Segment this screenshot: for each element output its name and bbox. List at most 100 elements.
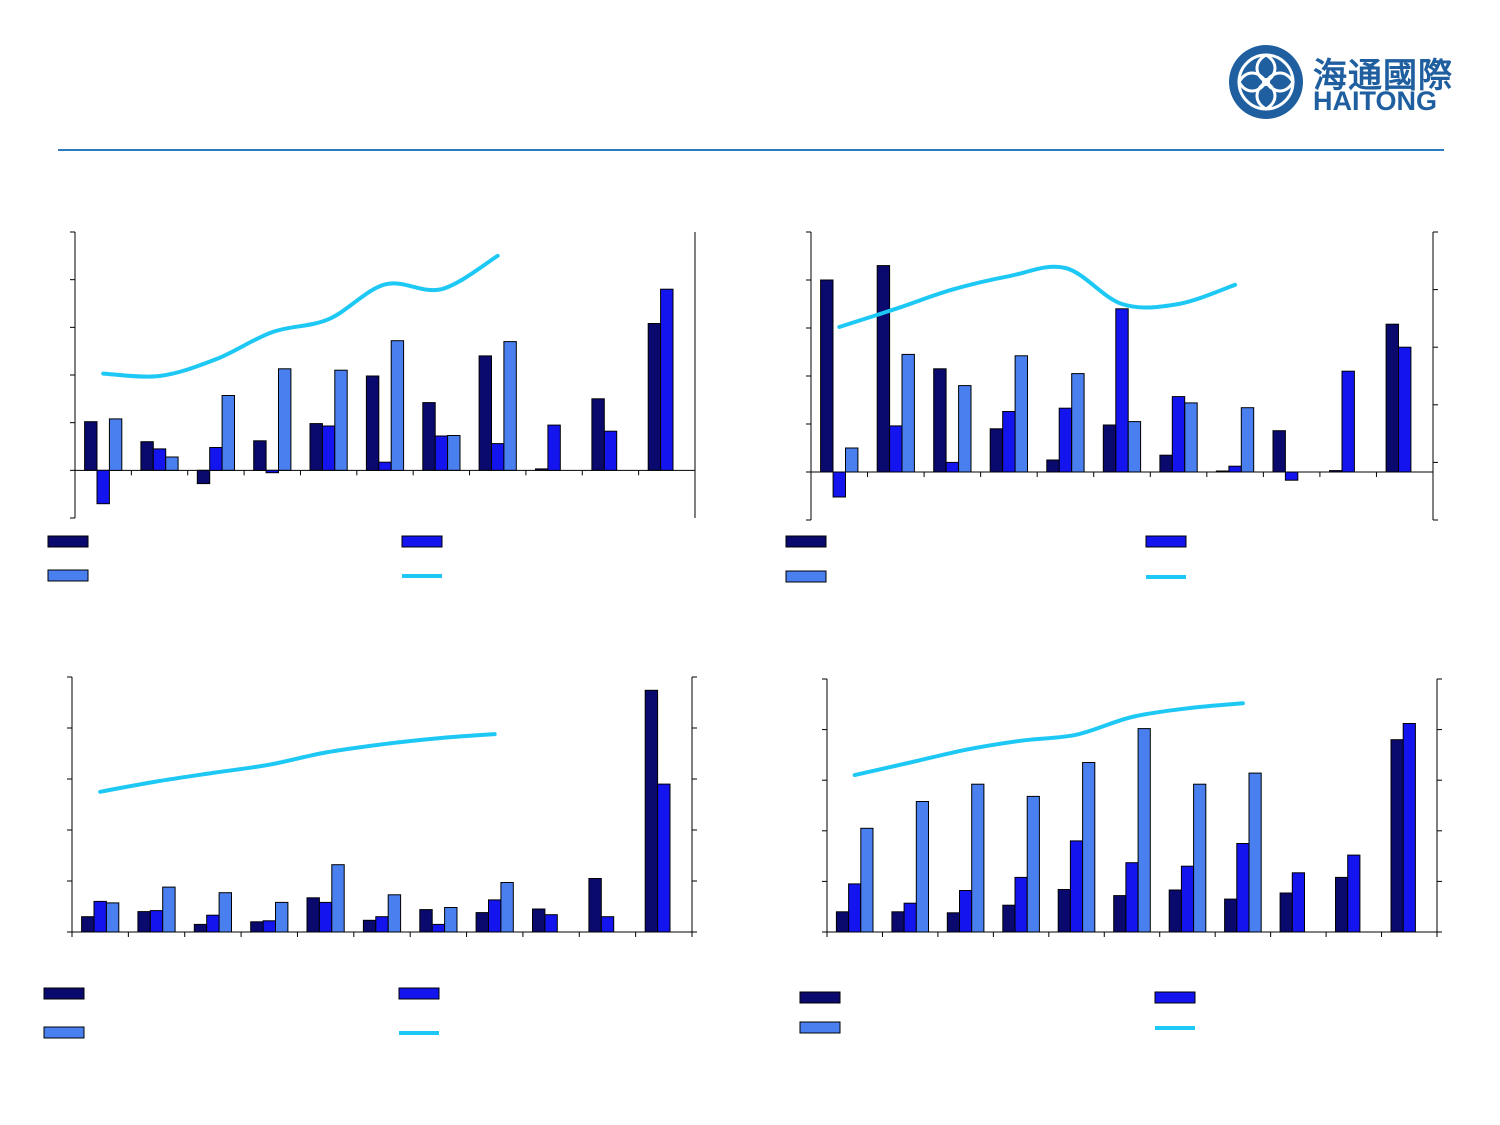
bar-series-2	[959, 890, 973, 933]
bar-series-2	[1069, 840, 1084, 933]
logo-chinese-text: 海通國際	[1313, 56, 1453, 96]
bar-series-3	[500, 882, 514, 933]
bar-series-2	[206, 914, 220, 933]
bar-series-2	[491, 443, 505, 471]
logo-swirl-icon	[1229, 45, 1303, 119]
bar-series-2	[434, 435, 449, 471]
bar-series-3	[278, 368, 292, 471]
bar-series-2	[903, 902, 917, 933]
bar-series-1	[1272, 430, 1286, 473]
bar-series-2	[1180, 865, 1195, 933]
bar-series-3	[444, 907, 458, 933]
bar-series-3	[1248, 772, 1262, 933]
bar-series-2	[262, 920, 277, 933]
bar-series-3	[958, 385, 972, 473]
legend-swatch-series-2	[1154, 991, 1196, 1004]
bar-series-1	[1113, 895, 1127, 933]
bar-series-1	[309, 423, 323, 471]
bar-series-2	[1171, 396, 1186, 473]
bar-series-1	[1329, 470, 1343, 473]
bar-series-2	[149, 910, 164, 933]
bar-series-1	[946, 912, 960, 933]
bar-series-2	[657, 783, 671, 933]
bar-series-2	[265, 469, 280, 474]
legend-swatch-series-2	[398, 987, 440, 1000]
bar-series-2	[1398, 346, 1412, 473]
bar-series-3	[1127, 421, 1142, 473]
bar-series-3	[1193, 783, 1207, 933]
legend-swatch-series-3	[43, 1026, 85, 1039]
bar-series-1	[362, 919, 377, 933]
bar-series-3	[108, 418, 123, 471]
legend-swatch-series-3	[799, 1021, 841, 1034]
bar-series-3	[1137, 728, 1151, 933]
bar-series-2	[378, 461, 392, 471]
bar-series-1	[253, 440, 267, 471]
bar-series-1	[820, 279, 834, 473]
bar-series-3	[1184, 402, 1198, 473]
bar-series-1	[196, 469, 211, 485]
bar-series-1	[1159, 454, 1173, 473]
bar-series-1	[419, 909, 433, 933]
bar-series-3	[105, 902, 120, 933]
bar-series-1	[535, 468, 549, 471]
bar-series-1	[1102, 424, 1117, 473]
bar-series-1	[306, 897, 320, 933]
bar-series-3	[334, 369, 348, 471]
bar-series-2	[1347, 854, 1361, 933]
bar-series-1	[644, 689, 659, 933]
bar-series-3	[1026, 795, 1040, 933]
bar-series-1	[193, 923, 208, 933]
bar-series-1	[1215, 470, 1230, 473]
bar-series-1	[1385, 323, 1399, 473]
bar-series-1	[1002, 904, 1016, 933]
bar-series-2	[93, 900, 107, 933]
bar-series-3	[162, 886, 176, 933]
bar-series-1	[1335, 876, 1349, 933]
trend-line	[837, 264, 1238, 329]
bar-series-3	[165, 456, 179, 471]
bar-series-1	[989, 428, 1004, 473]
bar-series-3	[218, 892, 233, 933]
legend-swatch-series-3	[47, 569, 89, 582]
bar-series-2	[1228, 465, 1242, 473]
legend-swatch-series-1	[785, 535, 827, 548]
bar-series-2	[889, 425, 903, 473]
bar-series-2	[1402, 723, 1416, 933]
bar-series-1	[532, 908, 546, 933]
bar-series-2	[600, 916, 615, 933]
bar-series-3	[331, 864, 345, 933]
bar-series-1	[933, 368, 947, 473]
bar-series-2	[321, 425, 336, 471]
bar-series-2	[1341, 370, 1355, 473]
bar-series-3	[1014, 355, 1028, 473]
bar-series-2	[318, 901, 333, 933]
bar-series-3	[503, 341, 517, 471]
haitong-logo: 海通國際 HAITONG	[1228, 44, 1453, 124]
bar-series-1	[835, 911, 850, 933]
bar-series-2	[945, 461, 959, 473]
bar-series-2	[1115, 308, 1129, 473]
legend-swatch-series-2	[401, 535, 443, 548]
bar-series-1	[876, 265, 891, 473]
bar-series-2	[547, 424, 561, 471]
bar-series-2	[152, 448, 167, 471]
bar-series-3	[971, 783, 985, 933]
bar-series-1	[1224, 898, 1238, 933]
bar-series-3	[860, 827, 874, 933]
legend-swatch-series-1	[47, 535, 89, 548]
trend-line	[101, 253, 500, 379]
bar-series-1	[1168, 889, 1182, 933]
bar-series-3	[221, 395, 236, 471]
bar-series-2	[1284, 471, 1299, 481]
bar-series-3	[1240, 407, 1255, 473]
bar-series-2	[544, 914, 558, 933]
bar-series-2	[660, 288, 674, 471]
header-divider	[58, 149, 1444, 151]
bar-series-2	[1291, 872, 1306, 933]
bar-series-1	[81, 916, 95, 933]
legend-swatch-series-1	[43, 987, 85, 1000]
legend-swatch-series-3	[785, 570, 827, 583]
bar-series-1	[1390, 739, 1404, 933]
bar-series-1	[891, 911, 905, 933]
